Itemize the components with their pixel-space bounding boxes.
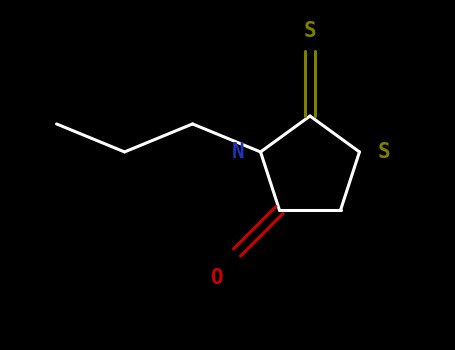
Text: S: S: [303, 21, 316, 41]
Text: O: O: [210, 268, 223, 288]
Text: S: S: [378, 142, 390, 162]
Text: N: N: [232, 142, 244, 162]
